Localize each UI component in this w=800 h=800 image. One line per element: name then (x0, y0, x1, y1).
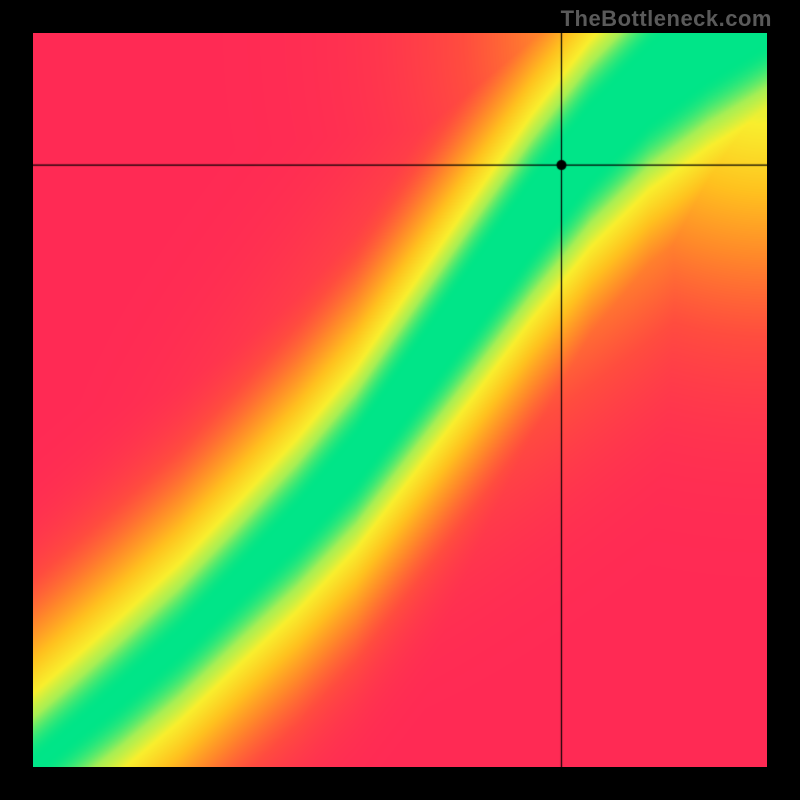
watermark-text: TheBottleneck.com (561, 6, 772, 32)
bottleneck-heatmap (33, 33, 767, 767)
chart-container: TheBottleneck.com (0, 0, 800, 800)
